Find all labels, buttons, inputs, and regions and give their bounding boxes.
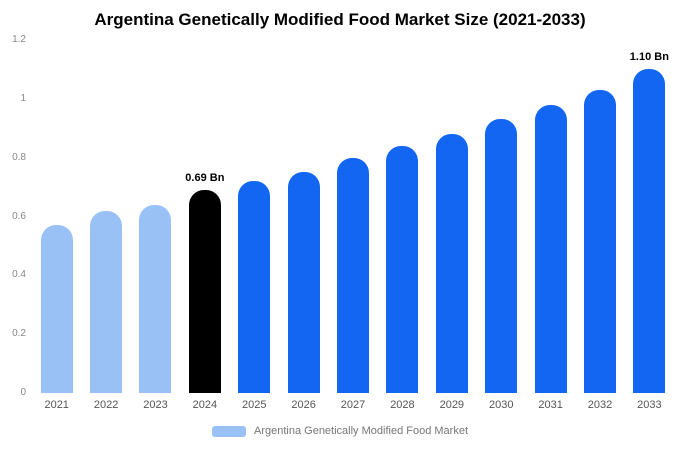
y-axis: 0 0.2 0.4 0.6 0.8 1 1.2 (0, 34, 32, 398)
y-tick-label: 0.8 (12, 151, 26, 163)
plot-area: 0.69 Bn 1.10 Bn (32, 40, 674, 393)
bar-2022 (90, 210, 123, 393)
bar-2023 (139, 204, 172, 393)
bar-2029 (435, 134, 468, 393)
bar-slot (131, 40, 180, 393)
x-axis: 2021 2022 2023 2024 2025 2026 2027 2028 2029 2030… (32, 399, 674, 411)
bar-2032 (583, 90, 616, 393)
bar-2033: 1.10 Bn (630, 51, 669, 393)
bar-2031 (534, 104, 567, 393)
bar-value-label: 1.10 Bn (629, 51, 669, 64)
bar-slot (378, 40, 427, 393)
y-tick-label: 0.6 (12, 210, 26, 222)
x-tick-label: 2030 (488, 399, 514, 411)
bar-2027 (337, 157, 370, 393)
bar-slot: 1.10 Bn (625, 40, 674, 393)
x-tick-label: 2031 (538, 399, 563, 411)
bar-slot (526, 40, 575, 393)
bar-slot (32, 40, 81, 393)
x-tick-label: 2022 (93, 399, 119, 411)
bar-2024: 0.69 Bn (185, 172, 224, 393)
y-tick-label: 1 (20, 92, 26, 104)
bar-slot (575, 40, 624, 393)
y-tick-label: 0.4 (12, 269, 26, 281)
y-tick-label: 1.2 (12, 34, 26, 45)
bar-slot (328, 40, 377, 393)
y-tick-label: 0 (20, 387, 26, 398)
x-tick-label: 2023 (143, 399, 168, 411)
x-tick-label: 2024 (192, 399, 218, 411)
x-tick-label: 2027 (340, 399, 366, 411)
bar-slot (279, 40, 328, 393)
legend-label: Argentina Genetically Modified Food Mark… (254, 425, 468, 437)
x-tick-label: 2025 (242, 399, 267, 411)
legend: Argentina Genetically Modified Food Mark… (0, 425, 680, 437)
plot-wrap: 0 0.2 0.4 0.6 0.8 1 1.2 0.69 Bn 1.10 Bn (0, 34, 674, 398)
bar-2025 (238, 181, 271, 393)
x-tick-label: 2028 (390, 399, 415, 411)
legend-swatch (212, 425, 246, 437)
chart-title: Argentina Genetically Modified Food Mark… (94, 10, 586, 29)
bar-2028 (386, 145, 419, 393)
bar-slot (81, 40, 130, 393)
bar-slot (427, 40, 476, 393)
bar-2026 (287, 172, 320, 393)
x-tick-label: 2033 (637, 399, 662, 411)
bar-slot: 0.69 Bn (180, 40, 229, 393)
bar-value-label: 0.69 Bn (185, 172, 225, 185)
x-tick-label: 2032 (587, 399, 613, 411)
x-tick-label: 2021 (44, 399, 69, 411)
x-tick-label: 2026 (291, 399, 316, 411)
bar-slot (230, 40, 279, 393)
bar-2030 (485, 119, 518, 393)
x-tick-label: 2029 (439, 399, 465, 411)
bar-slot (477, 40, 526, 393)
y-tick-label: 0.2 (12, 328, 26, 340)
bar-2021 (40, 225, 73, 393)
